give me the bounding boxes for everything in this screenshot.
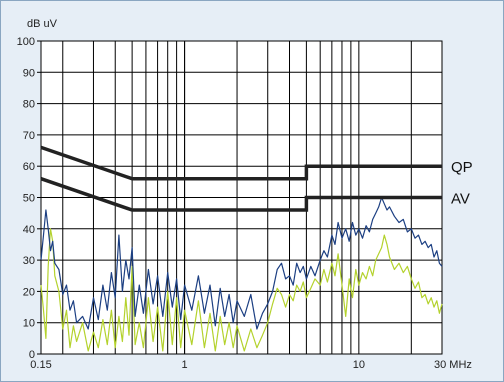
y-tick-label: 40 (23, 224, 35, 236)
measurement-trace-2 (40, 228, 443, 352)
y-axis-label: dB uV (27, 18, 58, 30)
y-tick-label: 20 (23, 286, 35, 298)
limit-line-qp (40, 145, 442, 181)
x-tick-label: 30 MHz (434, 359, 472, 371)
y-tick-label: 0 (29, 349, 35, 361)
measurement-trace-1 (40, 196, 443, 330)
y-tick-label: 80 (23, 99, 35, 111)
y-tick-label: 70 (23, 130, 35, 142)
y-tick-label: 60 (23, 161, 35, 173)
y-tick-label: 10 (23, 318, 35, 330)
x-tick-label: 1 (182, 359, 188, 371)
y-tick-label: 50 (23, 193, 35, 205)
limit-label-av: AV (451, 191, 470, 208)
limit-line-av (40, 177, 442, 212)
y-tick-label: 30 (23, 255, 35, 267)
x-tick-label: 10 (353, 359, 365, 371)
y-tick-label: 100 (17, 36, 35, 48)
x-tick-label: 0.15 (30, 359, 51, 371)
y-tick-label: 90 (23, 67, 35, 79)
limit-label-qp: QP (451, 159, 473, 176)
